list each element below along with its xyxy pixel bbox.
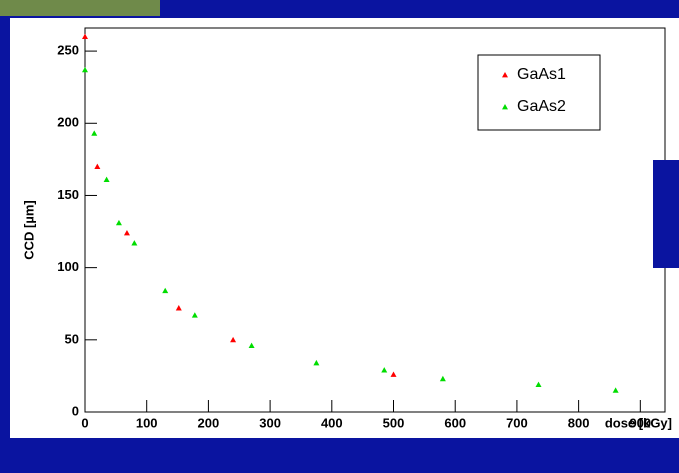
data-point	[248, 342, 255, 348]
y-tick-label: 50	[65, 331, 79, 346]
legend-label: GaAs2	[517, 98, 566, 115]
legend-marker	[502, 72, 508, 78]
y-tick-label: 100	[57, 259, 79, 274]
y-tick-label: 150	[57, 187, 79, 202]
data-point	[313, 359, 320, 366]
y-axis-label: CCD [µm]	[21, 200, 36, 259]
y-tick-label: 200	[57, 115, 79, 130]
corner-image	[0, 0, 160, 16]
slide-box	[653, 160, 679, 268]
data-point	[612, 387, 619, 393]
x-tick-label: 0	[81, 415, 88, 430]
data-point	[91, 130, 98, 136]
data-point	[535, 381, 542, 387]
data-point	[191, 312, 198, 318]
data-point	[230, 336, 237, 343]
x-tick-label: 500	[383, 415, 405, 430]
x-tick-label: 700	[506, 415, 528, 430]
data-point	[82, 66, 88, 73]
x-tick-label: 400	[321, 415, 343, 430]
data-point	[94, 163, 101, 169]
data-point	[115, 219, 122, 226]
legend-marker	[502, 104, 508, 110]
x-axis-label: dose [kGy]	[605, 415, 672, 430]
x-tick-label: 200	[198, 415, 220, 430]
data-point	[439, 375, 446, 382]
x-tick-label: 300	[259, 415, 281, 430]
data-point	[175, 305, 182, 311]
legend-box	[477, 54, 601, 131]
data-point	[390, 371, 397, 377]
x-tick-label: 600	[444, 415, 466, 430]
y-tick-label: 0	[72, 403, 79, 418]
data-point	[381, 367, 388, 373]
legend-label: GaAs1	[517, 66, 566, 83]
y-tick-label: 250	[57, 43, 79, 58]
x-tick-label: 800	[568, 415, 590, 430]
data-point	[123, 229, 130, 236]
data-point	[131, 240, 138, 246]
x-tick-label: 900	[629, 415, 651, 430]
data-point	[103, 176, 110, 182]
data-point	[82, 33, 88, 40]
x-tick-label: 100	[136, 415, 158, 430]
data-point	[162, 287, 169, 294]
